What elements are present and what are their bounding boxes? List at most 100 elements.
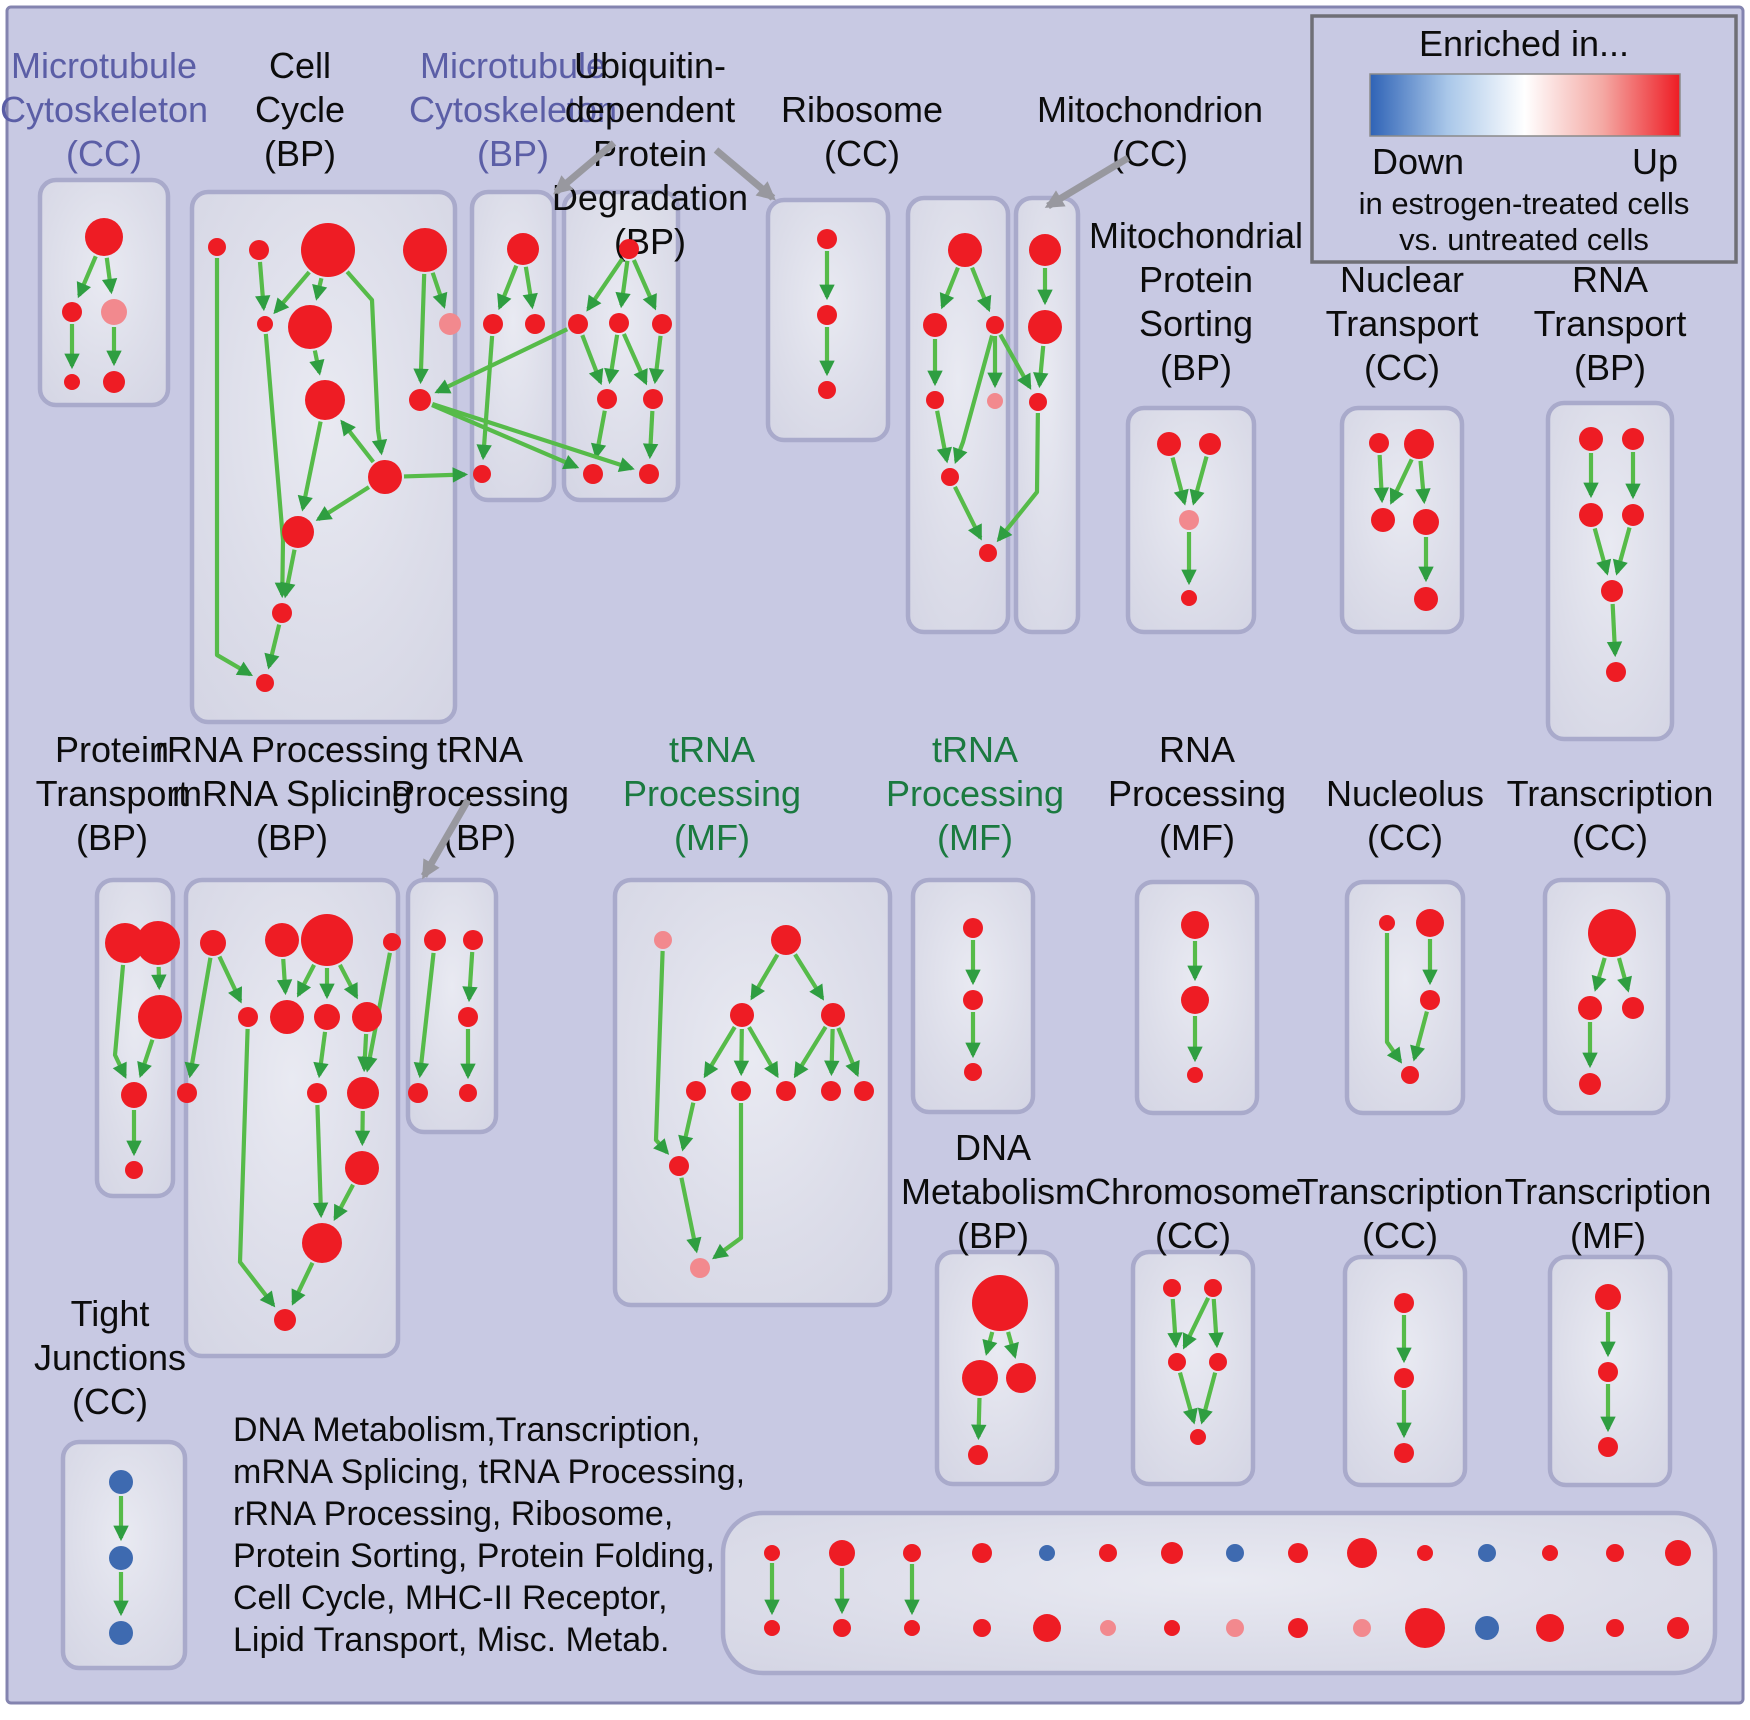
go-term-node-ubiquitin-degradation-bp-left-0 [619,239,639,259]
go-term-node-ribosome-cc-2 [986,316,1004,334]
edge-arrow-rrna-processing-mrna-splicing-bp [364,1034,366,1069]
go-term-node-nuclear-transport-cc-2 [1371,508,1395,532]
go-term-node-rrna-processing-mrna-splicing-bp-2 [301,914,353,966]
go-term-node-band-bottom-2 [904,1620,920,1636]
legend-up-label: Up [1632,141,1678,182]
go-term-node-band-bottom-8 [1288,1618,1308,1638]
go-term-node-trna-processing-mf-large-9 [669,1156,689,1176]
go-term-node-dna-metabolism-bp-3 [968,1445,988,1465]
go-term-node-rrna-processing-mrna-splicing-bp-7 [352,1002,382,1032]
go-term-node-rrna-processing-mrna-splicing-bp-3 [383,933,401,951]
go-term-node-band-bottom-10 [1405,1608,1445,1648]
go-term-node-transcription-cc-upper-0 [1588,909,1636,957]
go-term-node-band-top-2 [903,1544,921,1562]
go-term-node-cell-cycle-bp-3 [403,228,447,272]
go-term-node-band-top-12 [1542,1545,1558,1561]
misc-category-text-line: mRNA Splicing, tRNA Processing, [233,1453,745,1491]
go-term-node-trna-processing-mf-large-0 [654,931,672,949]
go-term-node-mitochondrial-protein-sorting-bp-1 [1199,433,1221,455]
go-term-node-band-top-0 [764,1545,780,1561]
go-term-node-rrna-processing-mrna-splicing-bp-9 [307,1083,327,1103]
go-term-node-ubiquitin-degradation-bp-right-2 [818,381,836,399]
go-term-node-cell-cycle-bp-12 [256,674,274,692]
go-term-node-ubiquitin-degradation-bp-left-5 [643,389,663,409]
go-term-node-band-bottom-11 [1475,1616,1499,1640]
go-term-node-nucleolus-cc-0 [1379,915,1395,931]
go-term-node-chromosome-cc-2 [1168,1353,1186,1371]
go-term-node-microtubule-cytoskeleton-cc-3 [64,374,80,390]
go-term-node-cell-cycle-bp-6 [439,313,461,335]
go-term-node-chromosome-cc-1 [1204,1279,1222,1297]
edge-arrow-cross-box [404,475,465,477]
go-term-node-trna-processing-mf-large-4 [686,1081,706,1101]
legend-title: Enriched in... [1419,23,1629,64]
go-term-node-microtubule-cytoskeleton-cc-2 [101,299,127,325]
go-term-node-band-top-8 [1288,1543,1308,1563]
go-term-node-trna-processing-mf-small-0 [963,918,983,938]
go-term-node-tight-junctions-cc-2 [109,1621,133,1645]
go-term-node-ubiquitin-degradation-bp-left-6 [583,464,603,484]
go-term-node-ribosome-cc-4 [987,393,1003,409]
edge-arrow-dna-metabolism-bp [978,1398,979,1437]
go-term-node-band-top-13 [1606,1544,1624,1562]
go-term-node-rna-transport-bp-1 [1622,428,1644,450]
go-term-node-rna-transport-bp-5 [1606,662,1626,682]
go-term-node-dna-metabolism-bp-2 [1006,1363,1036,1393]
misc-category-text-line: Lipid Transport, Misc. Metab. [233,1621,670,1659]
go-term-node-trna-processing-mf-large-10 [690,1258,710,1278]
go-term-node-transcription-cc-lower-2 [1394,1443,1414,1463]
go-term-node-microtubule-cytoskeleton-cc-0 [85,218,123,256]
go-term-node-rrna-processing-mrna-splicing-bp-13 [274,1309,296,1331]
go-term-node-rrna-processing-mrna-splicing-bp-8 [177,1083,197,1103]
go-term-node-protein-transport-bp-2 [138,995,182,1039]
go-term-node-transcription-cc-upper-1 [1578,996,1602,1020]
group-box-rna-transport-bp [1548,403,1672,739]
go-term-node-ubiquitin-degradation-bp-left-3 [652,314,672,334]
go-term-node-band-bottom-9 [1353,1619,1371,1637]
go-term-node-rna-processing-mf-1 [1181,986,1209,1014]
go-term-node-nuclear-transport-cc-3 [1413,509,1439,535]
go-term-node-ubiquitin-degradation-bp-left-2 [609,313,629,333]
go-term-node-band-top-10 [1417,1545,1433,1561]
go-term-node-rrna-processing-mrna-splicing-bp-1 [265,923,299,957]
go-term-node-cell-cycle-bp-4 [257,316,273,332]
edge-arrow-protein-transport-bp [159,967,160,987]
go-term-node-rrna-processing-mrna-splicing-bp-11 [345,1151,379,1185]
go-term-node-trna-processing-mf-large-8 [854,1081,874,1101]
go-term-node-ubiquitin-degradation-bp-right-0 [817,229,837,249]
edge-arrow-trna-processing-mf-large [831,1029,832,1073]
go-term-node-chromosome-cc-3 [1209,1353,1227,1371]
go-term-node-cell-cycle-bp-1 [249,240,269,260]
go-term-node-transcription-cc-lower-0 [1394,1293,1414,1313]
edge-arrow-ubiquitin-degradation-bp-left [650,411,652,456]
misc-category-text-line: rRNA Processing, Ribosome, [233,1495,673,1533]
go-term-node-ubiquitin-degradation-bp-left-1 [568,314,588,334]
go-term-node-cell-cycle-bp-7 [305,380,345,420]
go-term-node-mitochondrial-protein-sorting-bp-2 [1179,510,1199,530]
go-term-node-ribosome-cc-6 [979,544,997,562]
go-term-node-mitochondrion-cc-0 [1029,234,1061,266]
go-term-node-nuclear-transport-cc-4 [1414,587,1438,611]
go-term-node-rna-processing-mf-2 [1187,1067,1203,1083]
go-term-node-transcription-cc-upper-2 [1622,997,1644,1019]
go-term-node-band-bottom-5 [1100,1620,1116,1636]
edge-arrow-rrna-processing-mrna-splicing-bp [283,959,285,992]
legend-subline-2: vs. untreated cells [1399,222,1649,257]
go-term-node-trna-processing-bp-0 [424,929,446,951]
go-term-node-mitochondrial-protein-sorting-bp-3 [1181,590,1197,606]
go-term-node-nuclear-transport-cc-0 [1369,433,1389,453]
go-term-node-band-top-11 [1478,1544,1496,1562]
go-term-node-cell-cycle-bp-0 [208,238,226,256]
go-term-node-ribosome-cc-3 [926,391,944,409]
go-term-node-transcription-mf-2 [1598,1437,1618,1457]
go-term-node-band-bottom-13 [1606,1619,1624,1637]
go-term-node-trna-processing-mf-large-2 [730,1003,754,1027]
edge-arrow-nuclear-transport-cc [1380,455,1382,500]
go-term-node-band-top-9 [1347,1538,1377,1568]
go-term-node-rna-processing-mf-0 [1181,911,1209,939]
go-term-node-microtubule-cytoskeleton-bp-2 [525,314,545,334]
go-term-node-band-bottom-6 [1164,1620,1180,1636]
go-term-node-trna-processing-mf-large-5 [731,1081,751,1101]
go-term-node-rna-transport-bp-0 [1579,427,1603,451]
go-term-node-dna-metabolism-bp-1 [962,1360,998,1396]
